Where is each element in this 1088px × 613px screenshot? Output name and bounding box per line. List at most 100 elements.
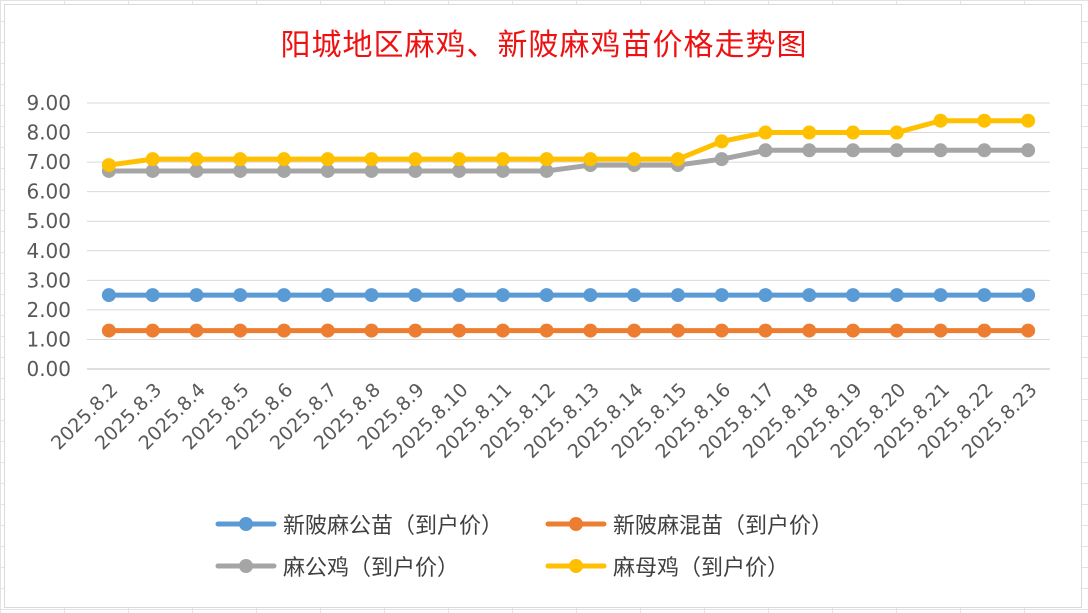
data-point bbox=[495, 288, 510, 303]
data-point bbox=[714, 288, 729, 303]
data-point bbox=[233, 152, 248, 167]
legend-item: 新陂麻公苗（到户价） bbox=[215, 510, 545, 539]
data-point bbox=[320, 163, 335, 178]
y-tick-label: 3.00 bbox=[26, 268, 71, 292]
y-tick-label: 5.00 bbox=[26, 209, 71, 233]
data-point bbox=[189, 323, 204, 338]
data-point bbox=[583, 288, 598, 303]
data-point bbox=[145, 288, 160, 303]
data-point bbox=[889, 288, 904, 303]
data-point bbox=[189, 152, 204, 167]
y-tick-label: 9.00 bbox=[26, 91, 71, 115]
data-point bbox=[408, 323, 423, 338]
data-point bbox=[452, 288, 467, 303]
data-point bbox=[1021, 323, 1036, 338]
legend-label: 麻公鸡（到户价） bbox=[283, 556, 460, 581]
data-point bbox=[408, 152, 423, 167]
data-point bbox=[276, 288, 291, 303]
data-point bbox=[933, 143, 948, 158]
data-point bbox=[1021, 288, 1036, 303]
data-point bbox=[758, 288, 773, 303]
legend-swatch bbox=[545, 559, 607, 573]
data-point bbox=[889, 143, 904, 158]
data-point bbox=[320, 152, 335, 167]
data-point bbox=[408, 163, 423, 178]
data-point bbox=[1021, 113, 1036, 128]
legend-swatch-marker bbox=[569, 559, 583, 573]
legend-item: 麻母鸡（到户价） bbox=[545, 552, 895, 581]
data-point bbox=[189, 163, 204, 178]
data-point bbox=[802, 143, 817, 158]
data-point bbox=[670, 152, 685, 167]
data-point bbox=[714, 152, 729, 167]
legend-item: 麻公鸡（到户价） bbox=[215, 552, 545, 581]
data-point bbox=[758, 125, 773, 140]
data-point bbox=[714, 134, 729, 149]
data-point bbox=[452, 163, 467, 178]
data-point bbox=[276, 163, 291, 178]
data-point bbox=[101, 158, 116, 173]
chart-frame bbox=[4, 4, 1082, 608]
y-tick-label: 2.00 bbox=[26, 298, 71, 322]
data-point bbox=[670, 323, 685, 338]
data-point bbox=[452, 152, 467, 167]
legend-swatch bbox=[545, 517, 607, 531]
y-tick-label: 8.00 bbox=[26, 121, 71, 145]
chart-title: 阳城地区麻鸡、新陂麻鸡苗价格走势图 bbox=[280, 28, 808, 63]
data-point bbox=[714, 323, 729, 338]
y-tick-label: 1.00 bbox=[26, 327, 71, 351]
data-point bbox=[145, 152, 160, 167]
data-point bbox=[189, 288, 204, 303]
data-point bbox=[539, 152, 554, 167]
y-tick-label: 4.00 bbox=[26, 239, 71, 263]
data-point bbox=[539, 288, 554, 303]
data-point bbox=[495, 152, 510, 167]
series-line bbox=[106, 147, 1031, 174]
legend-item: 新陂麻混苗（到户价） bbox=[545, 510, 895, 539]
data-point bbox=[1021, 143, 1036, 158]
data-point bbox=[233, 288, 248, 303]
data-point bbox=[846, 125, 861, 140]
legend-label: 新陂麻混苗（到户价） bbox=[613, 514, 834, 539]
data-point bbox=[627, 152, 642, 167]
data-point bbox=[933, 323, 948, 338]
data-point bbox=[495, 323, 510, 338]
data-point bbox=[846, 143, 861, 158]
data-point bbox=[977, 323, 992, 338]
chart-legend: 新陂麻公苗（到户价） 新陂麻混苗（到户价） 麻公鸡（到户价） 麻母鸡（到户价） bbox=[215, 510, 895, 581]
data-point bbox=[145, 163, 160, 178]
data-point bbox=[802, 125, 817, 140]
legend-swatch-marker bbox=[239, 559, 253, 573]
data-point bbox=[452, 323, 467, 338]
data-point bbox=[977, 113, 992, 128]
data-point bbox=[233, 323, 248, 338]
legend-swatch-marker bbox=[239, 517, 253, 531]
y-tick-label: 0.00 bbox=[26, 357, 71, 381]
legend-label: 新陂麻公苗（到户价） bbox=[283, 514, 504, 539]
data-point bbox=[933, 113, 948, 128]
data-point bbox=[627, 288, 642, 303]
data-point bbox=[802, 288, 817, 303]
data-point bbox=[670, 288, 685, 303]
data-point bbox=[408, 288, 423, 303]
data-point bbox=[889, 323, 904, 338]
data-point bbox=[364, 288, 379, 303]
data-point bbox=[320, 288, 335, 303]
data-point bbox=[145, 323, 160, 338]
data-point bbox=[846, 323, 861, 338]
data-point bbox=[583, 323, 598, 338]
data-point bbox=[627, 323, 642, 338]
data-point bbox=[802, 323, 817, 338]
data-point bbox=[758, 323, 773, 338]
data-point bbox=[233, 163, 248, 178]
data-point bbox=[276, 152, 291, 167]
data-point bbox=[539, 163, 554, 178]
data-point bbox=[977, 288, 992, 303]
data-point bbox=[977, 143, 992, 158]
legend-swatch bbox=[215, 517, 277, 531]
data-point bbox=[583, 152, 598, 167]
legend-swatch-marker bbox=[569, 517, 583, 531]
y-tick-label: 6.00 bbox=[26, 180, 71, 204]
data-point bbox=[539, 323, 554, 338]
